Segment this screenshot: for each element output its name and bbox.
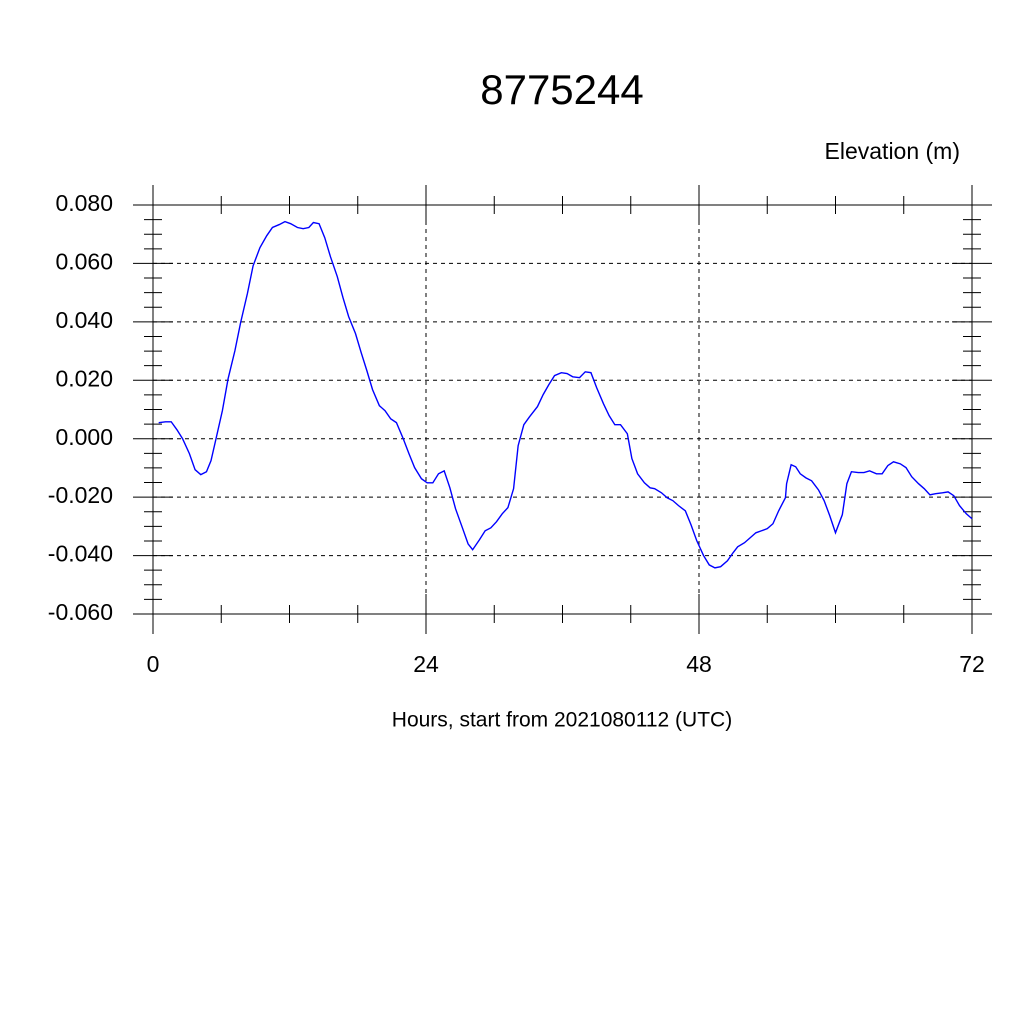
x-tick-label: 24: [413, 651, 439, 677]
y-tick-label: 0.080: [55, 190, 113, 216]
x-tick-label: 48: [686, 651, 712, 677]
y-tick-label: 0.000: [55, 424, 113, 450]
y-tick-label: 0.040: [55, 307, 113, 333]
y-tick-label: -0.060: [48, 599, 113, 625]
plot-frame: [152, 204, 973, 615]
x-axis-label: Hours, start from 2021080112 (UTC): [392, 709, 732, 732]
y-tick-label: 0.020: [55, 365, 113, 391]
data-line: [158, 220, 973, 569]
chart-title: 8775244: [480, 66, 644, 113]
x-tick-label: 72: [959, 651, 985, 677]
x-tick-label: 0: [147, 651, 160, 677]
y-axis-label: Elevation (m): [825, 138, 960, 164]
y-tick-label: -0.040: [48, 541, 113, 567]
y-tick-label: -0.020: [48, 482, 113, 508]
y-tick-label: 0.060: [55, 249, 113, 275]
